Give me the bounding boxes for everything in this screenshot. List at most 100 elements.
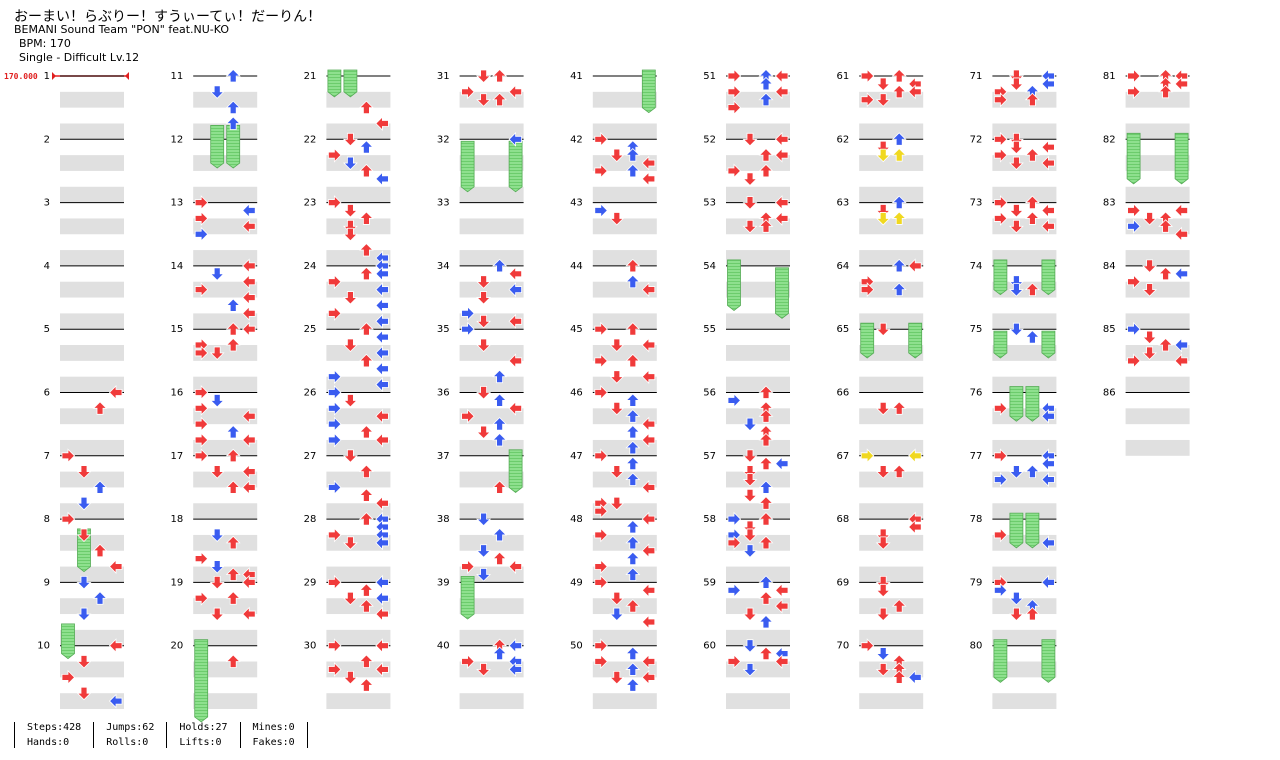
left-arrow-icon [994,400,1008,416]
up-arrow-icon [891,464,907,479]
up-arrow-icon [92,543,108,558]
measure-number: 62 [836,134,849,145]
right-arrow-icon [375,313,389,329]
right-arrow-icon [1041,574,1055,590]
measure-number: 40 [437,641,450,652]
hold-note [641,69,656,114]
up-arrow-icon [358,353,374,368]
up-arrow-icon [758,480,774,494]
down-arrow-icon [342,227,358,242]
down-arrow-icon [742,520,758,535]
measure-61: 61 [836,71,924,140]
up-arrow-icon [358,266,374,281]
up-arrow-icon [225,448,241,463]
measure-number: 73 [970,198,983,209]
right-arrow-icon [375,282,389,298]
beat-stripe [193,218,258,235]
measure-54: 54 [703,261,790,330]
right-arrow-icon [641,416,656,432]
right-arrow-icon [375,495,389,511]
up-arrow-icon [891,599,907,613]
left-arrow-icon [194,432,209,448]
up-arrow-icon [358,100,374,115]
up-arrow-icon [1024,330,1040,344]
left-arrow-icon [461,408,475,424]
down-arrow-icon [342,291,358,305]
up-arrow-icon [225,298,241,312]
up-arrow-icon [891,195,907,210]
measure-number: 41 [570,71,583,82]
measure-21: 21 [304,71,391,140]
hold-note [460,140,475,193]
up-arrow-icon [625,258,641,273]
beat-stripe [592,503,657,520]
beat-stripe [459,155,524,171]
down-arrow-icon [1142,212,1158,226]
left-arrow-icon [194,385,209,400]
down-arrow-icon [1008,69,1024,84]
beat-stripe [326,345,391,361]
beat-stripe [592,91,657,108]
up-arrow-icon [492,480,508,494]
hold-note [1009,386,1024,422]
measure-number: 12 [170,134,183,145]
measure-36: 36 [437,388,524,456]
down-arrow-icon [476,663,492,677]
down-arrow-icon [1142,346,1158,361]
beat-stripe [992,186,1057,203]
right-arrow-icon [375,661,389,677]
beat-stripe [326,155,391,171]
hold-note [727,259,741,311]
down-arrow-icon [609,370,625,384]
beat-stripe [60,503,124,520]
measure-18: 18 [170,514,258,583]
right-arrow-icon [641,582,656,598]
down-arrow-icon [742,219,758,234]
up-arrow-icon [758,496,774,510]
measure-number: 56 [703,388,716,399]
measure-number: 55 [703,324,716,335]
beat-stripe [193,408,258,425]
beat-stripe [60,155,124,171]
measure-41: 41 [570,71,657,140]
right-arrow-icon [242,305,256,321]
beat-stripe [1125,281,1190,298]
beat-stripe [726,281,790,298]
beat-stripe [726,123,790,140]
measure-number: 43 [570,198,583,209]
hold-note [460,576,475,620]
left-arrow-icon [61,511,76,527]
beat-stripe [60,534,124,551]
measure-number: 66 [836,388,849,399]
beat-stripe [326,598,391,615]
down-arrow-icon [1142,259,1158,273]
measure-number: 21 [304,71,317,82]
jumps-count: Jumps:62 [106,722,155,733]
down-arrow-icon [1008,591,1024,606]
measure-20: 20 [170,641,258,709]
rolls-count: Rolls:0 [106,737,149,748]
down-arrow-icon [1008,156,1024,171]
down-arrow-icon [76,655,92,669]
right-arrow-icon [1174,226,1188,242]
beat-stripe [592,186,657,203]
down-arrow-icon [875,528,891,542]
beat-stripe [326,186,391,203]
measure-59: 59 [703,577,790,646]
beat-stripe [859,91,924,108]
left-arrow-icon [194,448,209,464]
right-arrow-icon [1041,408,1055,424]
beat-stripe [992,439,1057,456]
measure-number: 53 [703,198,716,209]
measure-10: 10 [37,641,124,709]
up-arrow-icon [358,464,374,479]
measure-number: 75 [970,324,983,335]
up-arrow-icon [625,472,641,486]
song-title: おーまい！らぶりー！すうぃーてぃ！だーりん！ [14,9,322,25]
up-arrow-icon [492,646,508,661]
up-arrow-icon [625,567,641,581]
down-arrow-icon [209,346,225,361]
measure-number: 37 [437,451,450,462]
up-arrow-icon [358,678,374,692]
left-arrow-icon [327,574,342,590]
